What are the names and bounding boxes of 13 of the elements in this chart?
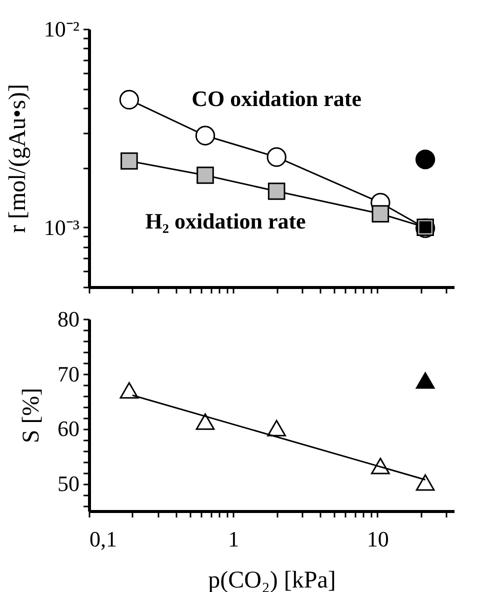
y-tick-label: 10⁻² xyxy=(44,16,80,42)
series-label: H₂ oxidation rate xyxy=(145,208,306,234)
series-label: CO oxidation rate xyxy=(192,86,362,112)
y-axis-title: r [mol/(gAu•s)] xyxy=(4,84,31,234)
x-tick-label: 0,1 xyxy=(90,526,117,552)
x-tick-label: 10 xyxy=(366,526,389,552)
y-tick-label: 50 xyxy=(58,471,80,496)
y-tick-label: 80 xyxy=(58,306,80,332)
y-tick-label: 70 xyxy=(58,361,80,386)
y-tick-label: 60 xyxy=(58,416,80,442)
y-axis-title: S [%] xyxy=(18,388,44,444)
x-tick-label: 1 xyxy=(228,526,240,552)
y-tick-label: 10⁻³ xyxy=(44,214,80,240)
